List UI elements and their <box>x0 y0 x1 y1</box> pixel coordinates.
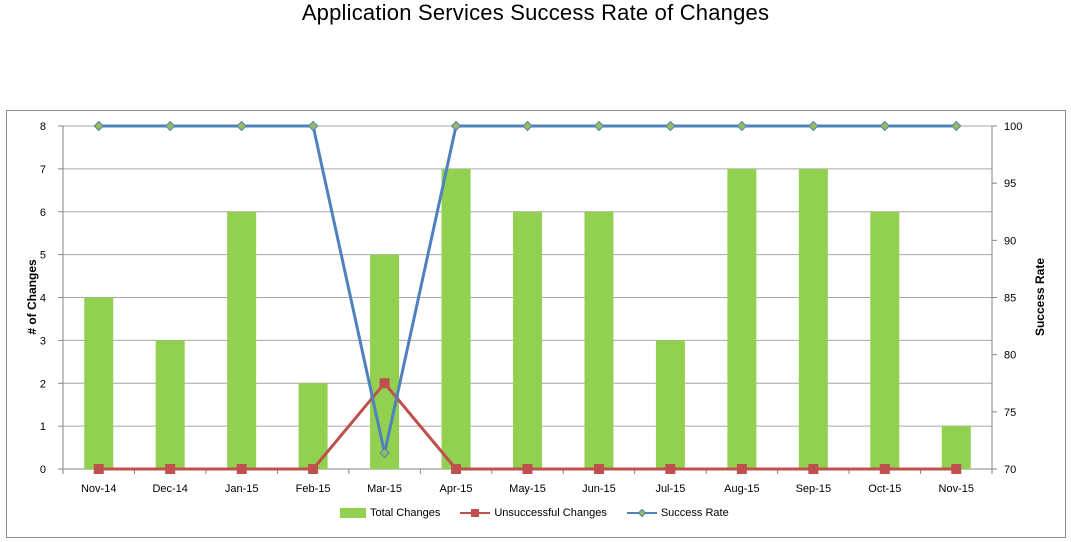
y-right-tick-label: 80 <box>1004 350 1016 362</box>
legend-label-success-rate: Success Rate <box>660 507 729 519</box>
point-unsuccessful-changes <box>665 464 676 474</box>
x-tick-label: Apr-15 <box>440 483 473 495</box>
point-unsuccessful-changes <box>308 464 319 474</box>
x-tick-label: May-15 <box>509 483 546 495</box>
bar-total-changes <box>870 211 900 469</box>
point-success-rate <box>236 120 247 132</box>
legend-swatch-success-rate <box>626 508 657 518</box>
y-left-tick-label: 5 <box>40 250 46 262</box>
x-tick-label: Jun-15 <box>582 483 616 495</box>
y-axis-right-title: Success Rate <box>1033 257 1047 337</box>
bar-total-changes <box>441 168 471 469</box>
bar-total-changes <box>727 168 757 469</box>
bar-total-changes <box>84 297 114 469</box>
chart-title: Application Services Success Rate of Cha… <box>301 0 770 25</box>
y-right-tick-label: 75 <box>1004 407 1016 419</box>
y-right-tick-label: 95 <box>1004 178 1016 190</box>
point-unsuccessful-changes <box>808 464 819 474</box>
legend-label-unsuccessful-changes: Unsuccessful Changes <box>494 507 607 519</box>
x-tick-label: Nov-14 <box>81 483 116 495</box>
point-success-rate <box>736 120 748 132</box>
point-unsuccessful-changes <box>451 464 462 474</box>
point-success-rate <box>93 120 104 132</box>
point-unsuccessful-changes <box>379 378 390 389</box>
legend-swatch-unsuccessful-changes <box>460 508 491 518</box>
bar-total-changes <box>941 426 971 469</box>
point-unsuccessful-changes <box>93 464 104 474</box>
y-left-tick-label: 0 <box>40 464 46 476</box>
point-success-rate <box>307 120 319 132</box>
y-right-tick-label: 70 <box>1004 464 1016 476</box>
x-tick-label: Sep-15 <box>796 483 831 495</box>
point-success-rate <box>879 120 891 132</box>
bar-total-changes <box>584 211 614 469</box>
y-left-tick-label: 4 <box>40 293 46 305</box>
y-left-tick-label: 6 <box>40 207 46 219</box>
point-unsuccessful-changes <box>951 464 962 474</box>
chart-area <box>6 110 1066 538</box>
point-unsuccessful-changes <box>593 464 604 474</box>
y-right-tick-label: 90 <box>1004 235 1016 247</box>
x-tick-label: Jul-15 <box>655 483 685 495</box>
x-tick-label: Aug-15 <box>724 483 759 495</box>
bar-total-changes <box>655 340 685 469</box>
y-right-tick-label: 100 <box>1004 121 1022 133</box>
point-unsuccessful-changes <box>879 464 890 474</box>
x-tick-label: Jan-15 <box>225 483 259 495</box>
bar-total-changes <box>298 383 328 469</box>
y-left-tick-label: 1 <box>40 421 46 433</box>
bar-total-changes <box>798 168 828 469</box>
point-unsuccessful-changes <box>165 464 176 474</box>
chart-legend: Total Changes Unsuccessful Changes Succe… <box>340 507 749 519</box>
point-success-rate <box>450 120 462 132</box>
point-unsuccessful-changes <box>236 464 247 474</box>
point-success-rate <box>951 120 962 132</box>
x-tick-label: Feb-15 <box>296 483 331 495</box>
point-success-rate <box>665 120 676 132</box>
y-left-tick-label: 7 <box>40 164 46 176</box>
point-unsuccessful-changes <box>736 464 747 474</box>
y-left-tick-label: 8 <box>40 121 46 133</box>
y-left-tick-label: 2 <box>40 378 46 390</box>
bar-total-changes <box>227 211 257 469</box>
point-success-rate <box>164 120 176 132</box>
legend-item-total-changes: Total Changes <box>340 507 440 519</box>
y-right-tick-label: 85 <box>1004 293 1016 305</box>
bar-total-changes <box>370 254 400 469</box>
y-left-tick-label: 3 <box>40 335 46 347</box>
legend-swatch-total-changes <box>340 508 366 518</box>
legend-label-total-changes: Total Changes <box>370 507 441 519</box>
y-axis-left-title: # of Changes <box>25 259 39 335</box>
legend-item-success-rate: Success Rate <box>626 507 729 519</box>
bar-total-changes <box>155 340 185 469</box>
legend-item-unsuccessful-changes: Unsuccessful Changes <box>460 507 607 519</box>
bar-total-changes <box>513 211 542 469</box>
point-success-rate <box>808 120 819 132</box>
point-success-rate <box>593 120 605 132</box>
x-tick-label: Oct-15 <box>868 483 901 495</box>
point-unsuccessful-changes <box>522 464 533 474</box>
point-success-rate <box>379 447 390 459</box>
point-success-rate <box>522 120 533 132</box>
x-tick-label: Dec-14 <box>152 483 187 495</box>
x-tick-label: Mar-15 <box>367 483 402 495</box>
x-tick-label: Nov-15 <box>939 483 974 495</box>
